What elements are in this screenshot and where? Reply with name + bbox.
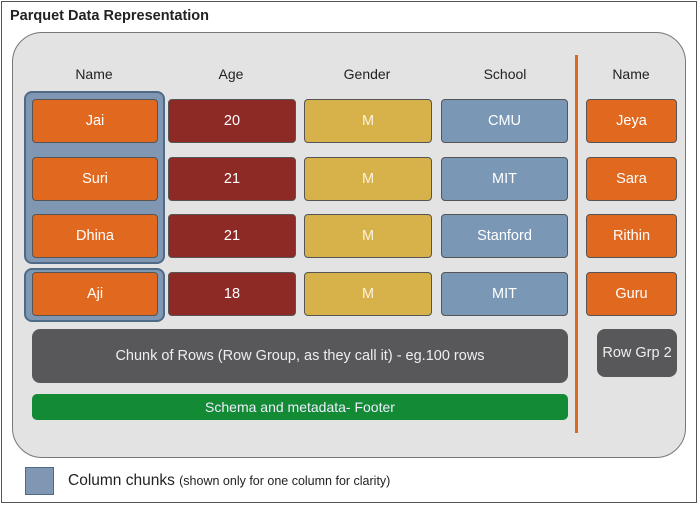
cell-name: Dhina bbox=[32, 214, 158, 258]
row-group-bar: Chunk of Rows (Row Group, as they call i… bbox=[32, 329, 568, 383]
figure-title: Parquet Data Representation bbox=[10, 8, 210, 24]
header-gender: Gender bbox=[343, 66, 391, 82]
legend-label: Column chunks bbox=[68, 472, 175, 489]
cell-name-row-group-2: Guru bbox=[586, 272, 677, 316]
legend-note: (shown only for one column for clarity) bbox=[179, 474, 391, 488]
cell-gender: M bbox=[304, 214, 432, 258]
cell-name-row-group-2: Jeya bbox=[586, 99, 677, 143]
cell-age: 20 bbox=[168, 99, 296, 143]
cell-school: CMU bbox=[441, 99, 568, 143]
cell-name-row-group-2: Sara bbox=[586, 157, 677, 201]
footer-bar: Schema and metadata- Footer bbox=[32, 394, 568, 420]
header-name: Name bbox=[75, 66, 113, 82]
header-school: School bbox=[483, 66, 527, 82]
cell-age: 21 bbox=[168, 157, 296, 201]
row-group-divider bbox=[575, 55, 578, 433]
cell-gender: M bbox=[304, 99, 432, 143]
cell-age: 18 bbox=[168, 272, 296, 316]
header-name-row-group-2: Name bbox=[612, 66, 650, 82]
cell-gender: M bbox=[304, 157, 432, 201]
header-age: Age bbox=[218, 66, 244, 82]
column-chunk-legend-swatch bbox=[25, 467, 54, 495]
cell-gender: M bbox=[304, 272, 432, 316]
cell-name: Suri bbox=[32, 157, 158, 201]
legend-text: Column chunks (shown only for one column… bbox=[68, 472, 390, 490]
cell-school: MIT bbox=[441, 272, 568, 316]
cell-age: 21 bbox=[168, 214, 296, 258]
cell-school: Stanford bbox=[441, 214, 568, 258]
row-group-2-box: Row Grp 2 bbox=[597, 329, 677, 377]
cell-name-row-group-2: Rithin bbox=[586, 214, 677, 258]
cell-name: Jai bbox=[32, 99, 158, 143]
cell-school: MIT bbox=[441, 157, 568, 201]
cell-name: Aji bbox=[32, 272, 158, 316]
